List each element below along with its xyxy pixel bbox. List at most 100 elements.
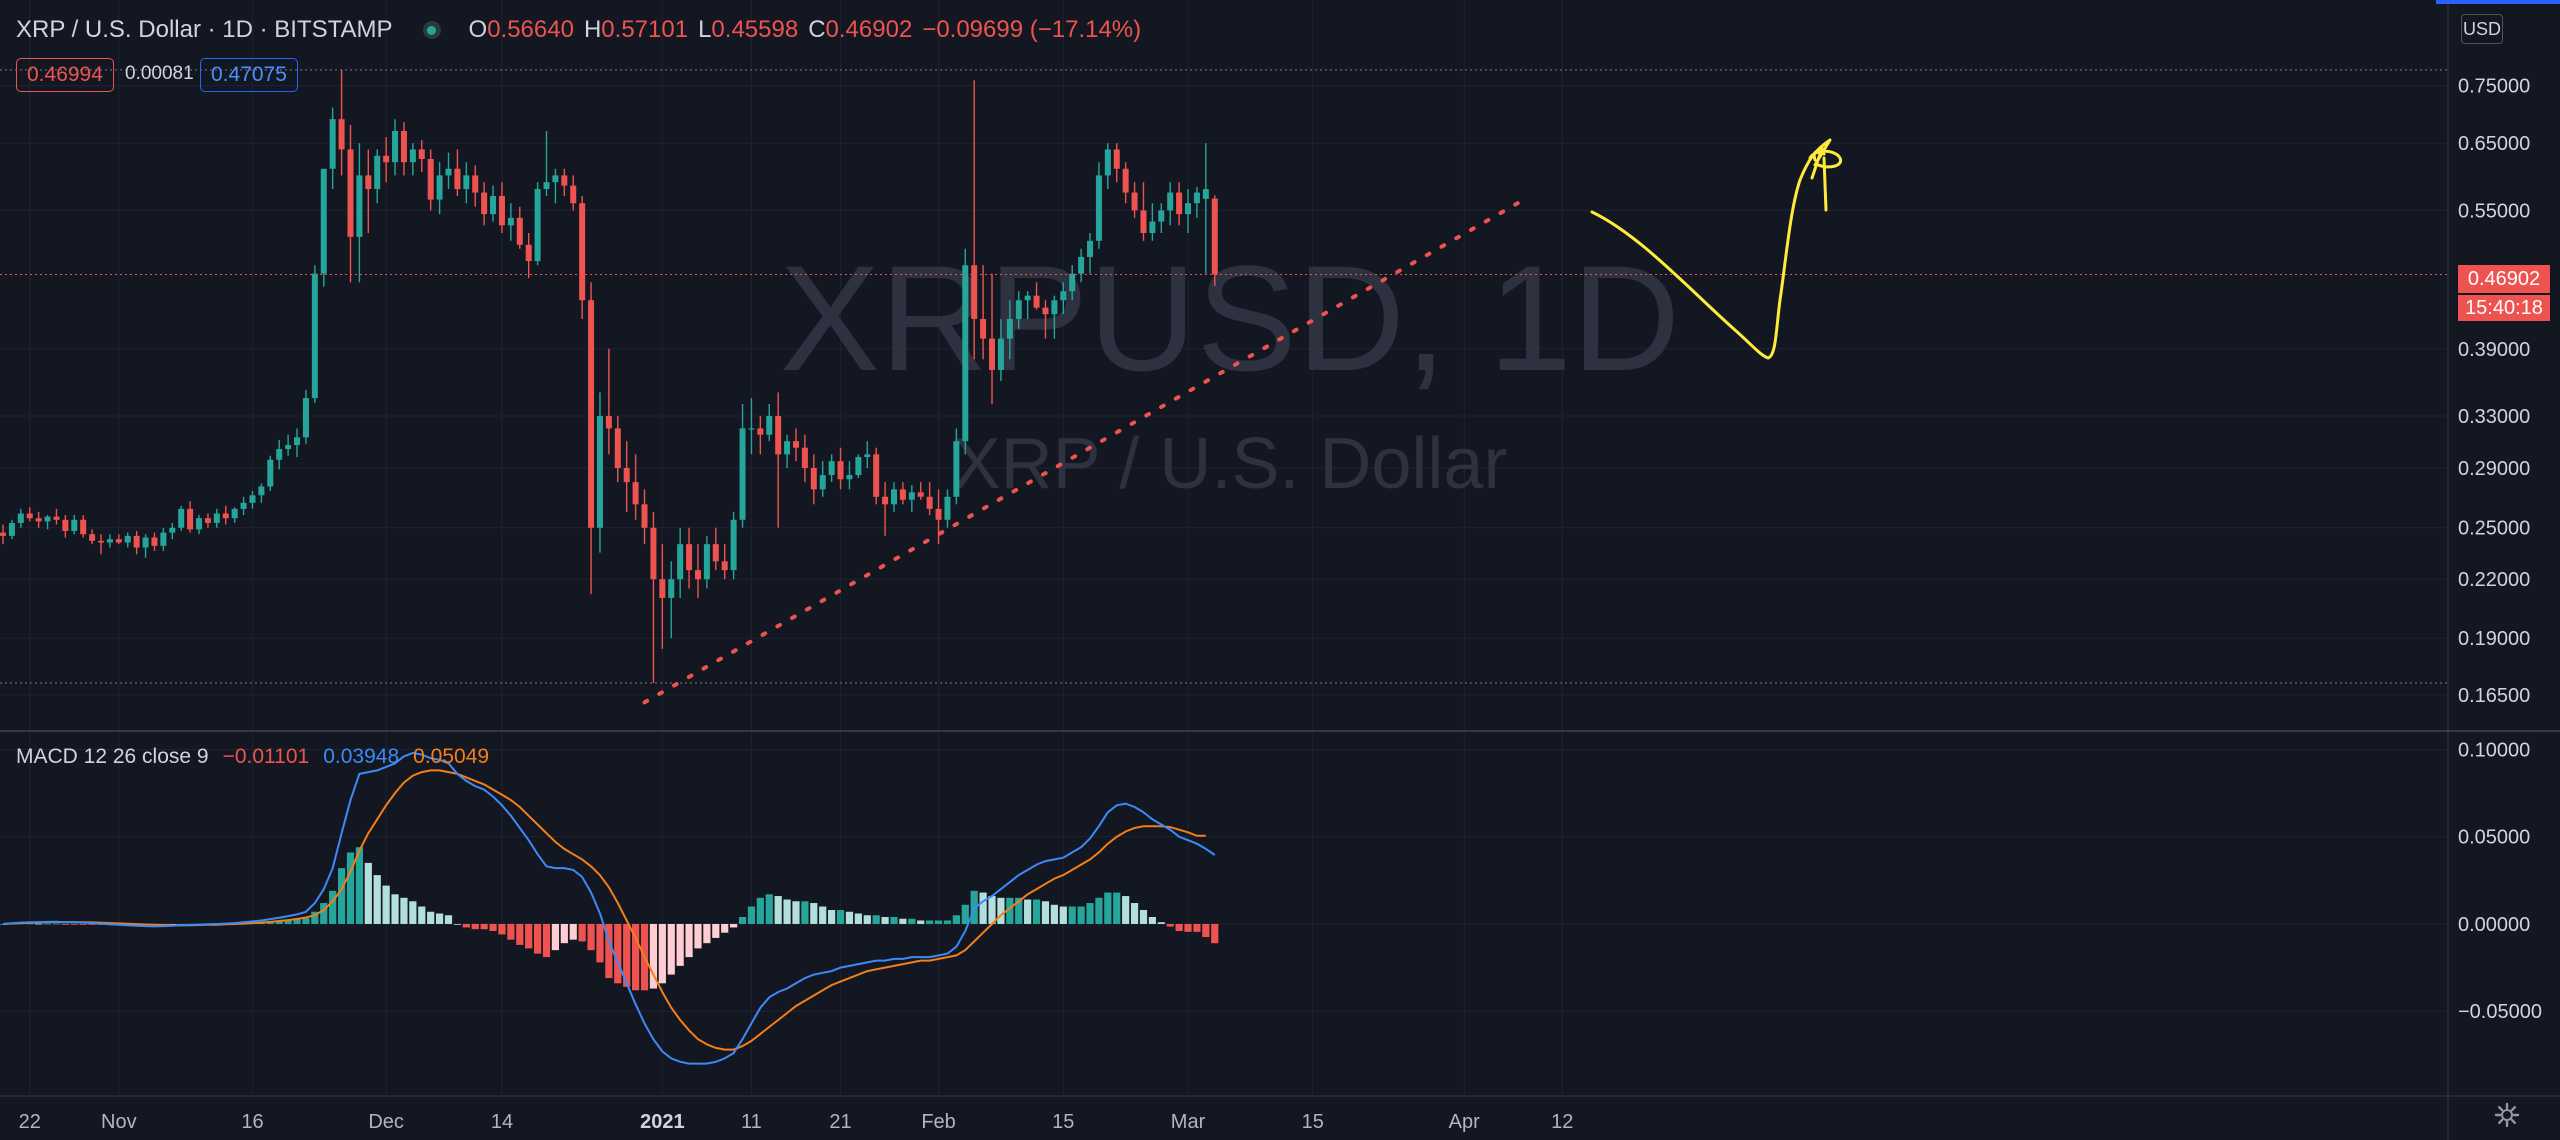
watermark-ticker: XRPUSD, 1D bbox=[780, 234, 1680, 402]
candle-body bbox=[507, 217, 514, 226]
watermark-name: XRP / U.S. Dollar bbox=[953, 424, 1508, 504]
y-tick-label: 0.39000 bbox=[2458, 339, 2530, 361]
macd-histogram-bar bbox=[747, 906, 756, 924]
candle-body bbox=[1113, 149, 1120, 169]
candle-body bbox=[1078, 256, 1085, 274]
x-tick-label: 15 bbox=[1052, 1111, 1074, 1133]
macd-histogram-bar bbox=[730, 923, 738, 928]
x-tick-label: 11 bbox=[741, 1111, 762, 1133]
macd-histogram-bar bbox=[1032, 899, 1041, 924]
candle-body bbox=[490, 196, 497, 215]
candle-body bbox=[17, 513, 24, 523]
macd-histogram-bar bbox=[1130, 903, 1139, 924]
candle-body bbox=[1069, 273, 1076, 292]
candle-body bbox=[240, 502, 247, 509]
candle-body bbox=[891, 489, 897, 505]
candle-body bbox=[383, 155, 390, 163]
candle-body bbox=[133, 535, 140, 548]
macd-histogram-bar bbox=[614, 923, 622, 984]
macd-histogram-bar bbox=[1202, 923, 1210, 938]
candle-body bbox=[392, 131, 399, 163]
macd-histogram-bar bbox=[979, 892, 987, 924]
macd-hist-value: −0.01101 bbox=[222, 745, 310, 768]
candle-body bbox=[98, 540, 105, 543]
candle-body bbox=[1122, 168, 1129, 193]
macd-histogram-bar bbox=[632, 923, 640, 991]
macd-histogram-bar bbox=[649, 923, 658, 989]
macd-histogram-bar bbox=[70, 923, 78, 925]
macd-histogram-bar bbox=[756, 897, 764, 924]
macd-histogram-bar bbox=[801, 901, 809, 924]
macd-histogram-bar bbox=[1211, 923, 1219, 944]
candle-body bbox=[0, 532, 6, 536]
top-edge-accent bbox=[2436, 0, 2560, 4]
candle-body bbox=[1185, 203, 1192, 215]
sell-button[interactable]: 0.46994 bbox=[16, 58, 114, 92]
y-tick-label: 0.75000 bbox=[2458, 76, 2530, 98]
gear-icon[interactable] bbox=[2494, 1102, 2520, 1128]
macd-histogram-bar bbox=[1068, 906, 1076, 924]
y-tick-label: 0.33000 bbox=[2458, 406, 2530, 428]
macd-histogram-bar bbox=[373, 875, 381, 924]
macd-histogram-bar bbox=[43, 923, 52, 925]
countdown-tag: 15:40:18 bbox=[2458, 295, 2550, 321]
candle-body bbox=[1015, 300, 1022, 319]
candle-body bbox=[686, 544, 693, 571]
macd-histogram-bar bbox=[1184, 923, 1192, 932]
candle-body bbox=[53, 516, 60, 520]
candlestick-series bbox=[0, 69, 1218, 683]
candle-body bbox=[106, 539, 113, 543]
y-tick-label: 0.22000 bbox=[2458, 569, 2530, 591]
user-drawings[interactable] bbox=[642, 138, 1843, 705]
macd-histogram-bar bbox=[1193, 923, 1201, 932]
x-tick-label: 21 bbox=[829, 1111, 851, 1133]
buy-button[interactable]: 0.47075 bbox=[200, 58, 298, 92]
symbol-title[interactable]: XRP / U.S. Dollar · 1D · BITSTAMP bbox=[16, 16, 393, 43]
macd-histogram-bar bbox=[685, 923, 693, 958]
macd-histogram-bar bbox=[471, 923, 479, 930]
macd-histogram-bar bbox=[52, 923, 61, 925]
macd-histogram-bar bbox=[391, 894, 399, 924]
candle-body bbox=[142, 537, 149, 548]
macd-histogram-bar bbox=[605, 923, 613, 979]
macd-histogram-bar bbox=[926, 920, 934, 924]
candle-body bbox=[997, 338, 1004, 370]
low-label: L bbox=[698, 16, 712, 43]
candle-body bbox=[151, 537, 158, 546]
macd-histogram-bar bbox=[551, 923, 560, 951]
macd-legend: MACD 12 26 close 9 −0.01101 0.03948 0.05049 bbox=[16, 745, 489, 769]
macd-histogram-bar bbox=[943, 920, 952, 924]
candle-body bbox=[534, 189, 541, 262]
macd-histogram-bar bbox=[1050, 904, 1058, 924]
macd-histogram-bar bbox=[1139, 910, 1148, 924]
candle-body bbox=[44, 516, 51, 522]
candle-body bbox=[837, 461, 844, 480]
candle-body bbox=[810, 468, 817, 490]
macd-histogram-bar bbox=[988, 896, 996, 924]
candle-body bbox=[944, 496, 951, 520]
macd-histogram-bar bbox=[1148, 916, 1156, 924]
currency-button[interactable]: USD bbox=[2461, 14, 2503, 44]
x-tick-label: Mar bbox=[1171, 1111, 1206, 1133]
candle-body bbox=[472, 175, 479, 193]
candle-body bbox=[1006, 318, 1013, 339]
macd-histogram-bar bbox=[337, 868, 346, 924]
candle-body bbox=[374, 155, 381, 190]
candle-body bbox=[8, 522, 15, 536]
candle-body bbox=[864, 454, 871, 458]
candle-body bbox=[1060, 291, 1067, 301]
macd-histogram-bar bbox=[498, 923, 506, 935]
candle-body bbox=[71, 519, 78, 531]
macd-histogram-bar bbox=[667, 923, 675, 975]
macd-histogram-bar bbox=[997, 897, 1005, 924]
macd-histogram-bar bbox=[444, 915, 453, 924]
candle-body bbox=[659, 579, 666, 598]
macd-histogram-bar bbox=[952, 915, 960, 924]
macd-histogram-bar bbox=[1041, 901, 1050, 924]
macd-histogram-bar bbox=[774, 896, 782, 924]
candle-body bbox=[1167, 192, 1174, 211]
freehand-arrow-drawing[interactable] bbox=[1590, 138, 1843, 360]
y-tick-label: 0.55000 bbox=[2458, 200, 2530, 222]
macd-title[interactable]: MACD 12 26 close 9 bbox=[16, 745, 209, 768]
